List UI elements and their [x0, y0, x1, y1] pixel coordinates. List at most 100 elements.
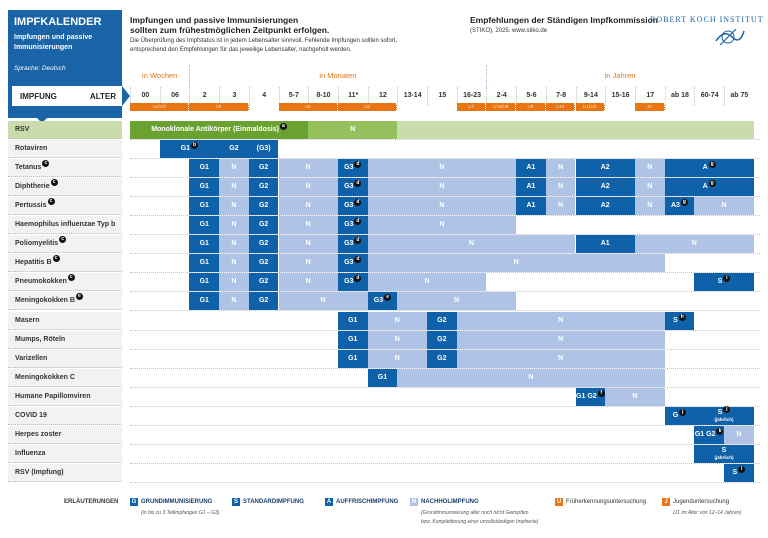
segment-label: N	[721, 202, 727, 210]
legend-s-box: S	[232, 498, 240, 506]
row-name: Pertussis	[15, 202, 47, 210]
segment-label: N	[394, 316, 400, 324]
language-label[interactable]: Sprache: Deutsch	[14, 65, 66, 72]
segment-a1: A1	[516, 159, 546, 178]
segment-g3: G3 d	[337, 159, 368, 178]
footnote-d-icon: d	[354, 218, 362, 226]
row-label: RSV (Impfung)	[8, 463, 122, 482]
segment-a1: A1	[575, 235, 635, 254]
arrow-down-icon	[36, 117, 48, 123]
segment-label: G3 d	[344, 161, 362, 172]
segment-label: S	[721, 447, 727, 455]
segment-label: N	[439, 164, 445, 172]
segment-label: G1 G2 k	[694, 427, 724, 439]
segment-n: N	[634, 159, 665, 178]
segment-n: N	[545, 197, 576, 216]
segment-label: N	[439, 221, 445, 229]
footnote-j-icon: j	[679, 408, 687, 416]
segment-g3: G3 d	[337, 197, 368, 216]
segment-label: G1 G2 f	[576, 389, 606, 401]
segment-label: G2	[258, 202, 269, 210]
footnote-g-icon: g	[708, 180, 716, 188]
segment-label: G1	[199, 259, 209, 267]
footnote-f-icon: f	[597, 389, 605, 397]
segment-g2: G2	[427, 330, 457, 349]
segment-label: N	[305, 183, 311, 191]
age-group-2: in Jahren	[604, 71, 636, 80]
segment-n: N	[367, 235, 576, 254]
row-divider	[130, 196, 760, 198]
segment-g1: G1	[189, 273, 220, 292]
segment-g3: G3 d	[337, 273, 368, 292]
segment-g1: G1	[189, 159, 220, 178]
exam-J2: J2	[634, 103, 665, 111]
footnote-g-icon: g	[708, 161, 716, 169]
footnote-i-icon: i	[723, 275, 731, 283]
age-column-06: 06	[159, 87, 190, 105]
row-name: Diphtherie	[15, 183, 50, 191]
row-label: Hepatitis Bc	[8, 254, 122, 273]
segment-label: N	[320, 297, 326, 305]
segment-n: N	[367, 349, 427, 368]
row-name: RSV (Impfung)	[15, 468, 64, 476]
intro-text-2: entsprechend den Empfehlungen für das je…	[130, 47, 352, 53]
row-divider	[130, 234, 760, 236]
row-label: Herpes zoster	[8, 425, 122, 444]
legend-a-box: A	[325, 498, 333, 506]
row-divider	[130, 424, 760, 426]
segment-label: G3 d	[344, 275, 362, 286]
row-divider	[130, 158, 760, 160]
stiko-title: Empfehlungen der Ständigen Impfkommissio…	[470, 15, 658, 25]
footnote-c-icon: c	[47, 198, 55, 206]
segment-g1: G1	[189, 197, 220, 216]
segment-label: N	[350, 126, 356, 133]
segment-label: G2	[437, 335, 447, 343]
footnote-d-icon: d	[354, 275, 362, 283]
segment-label: N	[231, 202, 237, 210]
segment-g2: G2	[248, 235, 279, 254]
segment-n: N	[634, 235, 754, 254]
intro-text-1: Die Überprüfung des Impfstatus ist in je…	[130, 38, 398, 44]
segment-g2: G2	[248, 292, 279, 311]
segment-n: N	[278, 273, 338, 292]
footnote-e-icon: e	[384, 294, 392, 302]
row-divider	[130, 139, 760, 140]
footnote-k-icon: k	[716, 427, 724, 435]
row-label: Meningokokken C	[8, 368, 122, 387]
segment-label: G2	[258, 164, 269, 172]
row-name: Hepatitis B	[15, 259, 52, 267]
segment-g1: G1	[189, 235, 220, 254]
segment-a1: A1	[516, 178, 546, 197]
stiko-sub: (STIKO), 2025. www.stiko.de	[470, 28, 548, 34]
row-name: Herpes zoster	[15, 430, 62, 438]
row-name: COVID 19	[15, 411, 47, 419]
segment-label: N	[424, 278, 430, 286]
segment-label: A2	[600, 164, 610, 172]
row-name: Tetanus	[15, 164, 42, 172]
rki-logo-icon	[715, 28, 745, 46]
segment-label: N	[305, 278, 311, 286]
segment-label: Monoklonale Antikörper (Einmaldosis) a	[130, 123, 308, 134]
segment-g2: G2	[248, 216, 279, 235]
age-column-5-7: 5-7	[278, 87, 309, 105]
segment-n: N	[278, 235, 338, 254]
row-name: Mumps, Röteln	[15, 335, 66, 343]
segment-label: G1	[348, 354, 358, 362]
segment-n: N	[605, 387, 665, 406]
segment-label: G1	[348, 335, 358, 343]
age-column-ab 75: ab 75	[724, 87, 754, 105]
row-name: RSV	[15, 126, 30, 133]
footnote-j-icon: j	[723, 406, 731, 414]
legend-n-label: NACHHOLIMPFUNG	[421, 499, 479, 505]
row-label: Pertussisc	[8, 197, 122, 216]
segment-label: G3 d	[344, 218, 362, 229]
row-divider	[130, 367, 760, 369]
segment-label: A1	[526, 164, 536, 172]
segment-label: G1	[199, 164, 209, 172]
legend-title: ERLÄUTERUNGEN	[64, 499, 119, 505]
segment-label: G3 d	[344, 180, 362, 191]
segment-n: N	[367, 197, 517, 216]
segment-label: N	[558, 335, 564, 343]
